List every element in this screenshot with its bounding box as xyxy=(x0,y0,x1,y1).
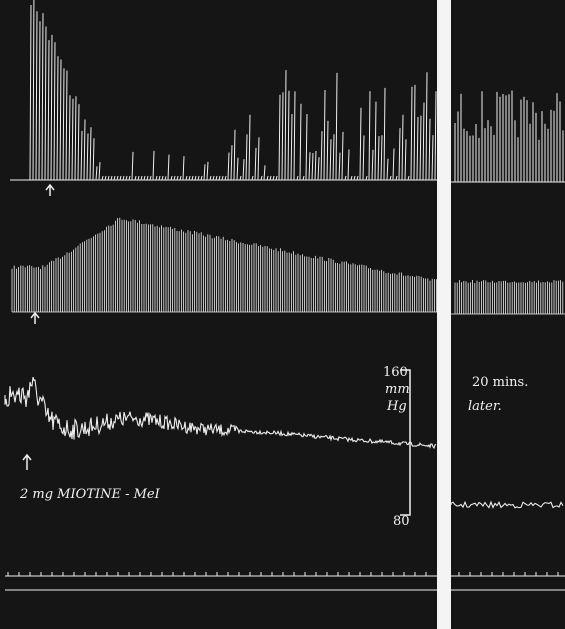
drug-label: 2 mg MIOTINE - MeI xyxy=(19,487,161,502)
scale-bottom: 80 xyxy=(393,514,410,529)
kymograph: 2 mg MIOTINE - MeI 160 mm Hg 80 20 mins.… xyxy=(0,0,565,629)
scale-unit: Hg xyxy=(386,399,407,414)
divider xyxy=(437,0,451,629)
scale-unit: mm xyxy=(385,382,410,397)
later-note: later. xyxy=(468,399,502,414)
later-note: 20 mins. xyxy=(472,375,528,390)
scale-top: 160 xyxy=(383,365,408,380)
